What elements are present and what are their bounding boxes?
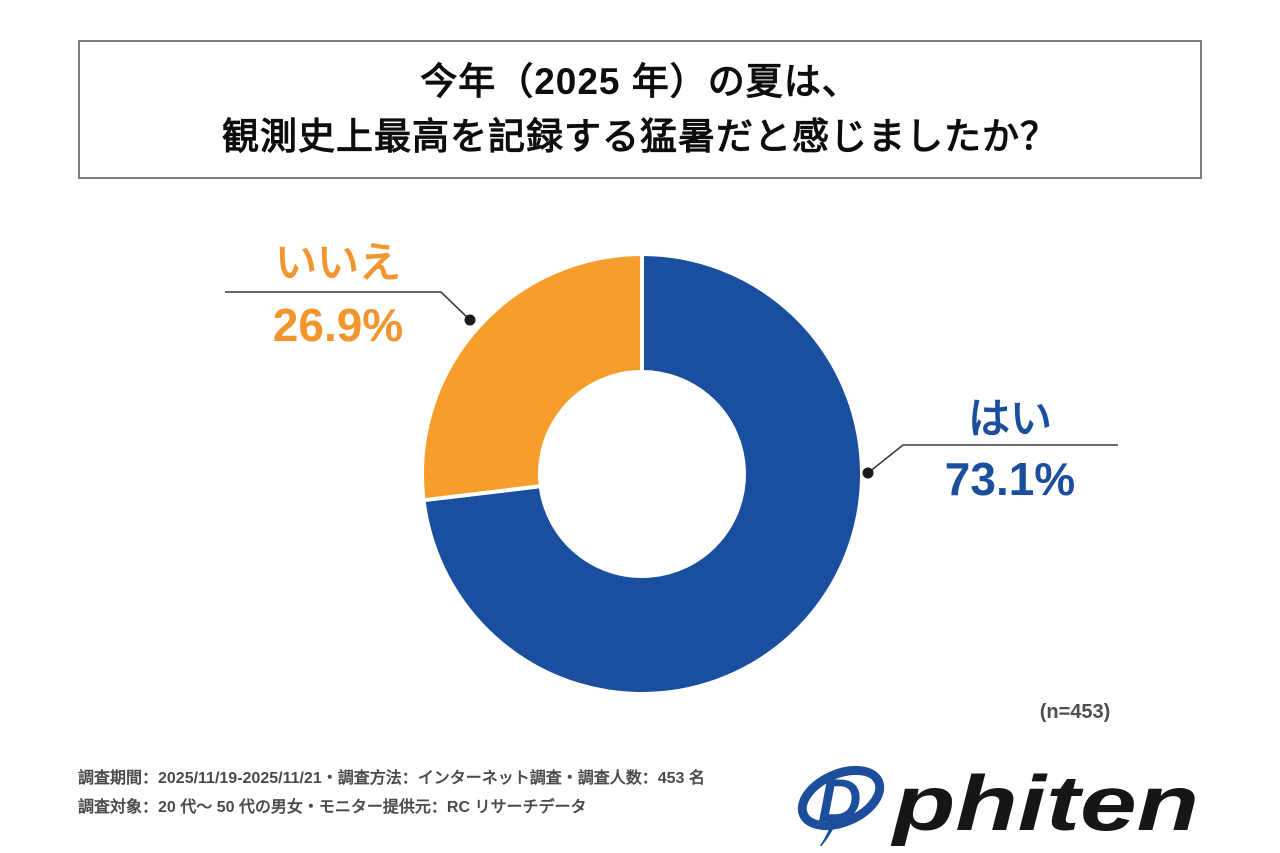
leader-line-yes	[867, 444, 1118, 474]
callout-label-yes: はい	[967, 395, 1052, 442]
logo-d-glyph: D	[818, 767, 861, 834]
swoosh-tail-icon	[814, 820, 837, 853]
question-title-line1: 今年（2025 年）の夏は、	[420, 61, 860, 103]
phiten-logo: D phiten	[793, 758, 1205, 853]
donut-slice-no	[420, 252, 644, 503]
callout-label-no: いいえ	[274, 239, 401, 286]
callout-value-no: 26.9%	[272, 299, 404, 351]
survey-notes: 調査期間：2025/11/19-2025/11/21・調査方法：インターネット調…	[78, 765, 705, 823]
donut-slice-yes	[421, 252, 865, 696]
question-title-line2: 観測史上最高を記録する猛暑だと感じましたか？	[222, 115, 1058, 157]
question-title-box: 今年（2025 年）の夏は、 観測史上最高を記録する猛暑だと感じましたか？	[78, 40, 1202, 179]
leader-dot-yes	[862, 467, 874, 479]
survey-note-line1: 調査期間：2025/11/19-2025/11/21・調査方法：インターネット調…	[78, 770, 705, 787]
callout-value-yes: 73.1%	[944, 453, 1076, 505]
phiten-wordmark: phiten	[890, 759, 1199, 846]
phiten-logo-mark: D	[797, 765, 885, 853]
sample-size-note: (n=453)	[1039, 701, 1111, 723]
leader-line-no	[225, 291, 471, 321]
survey-note-line2: 調査対象：20 代〜 50 代の男女・モニター提供元：RC リサーチデータ	[78, 798, 587, 816]
leader-dot-no	[464, 314, 476, 326]
